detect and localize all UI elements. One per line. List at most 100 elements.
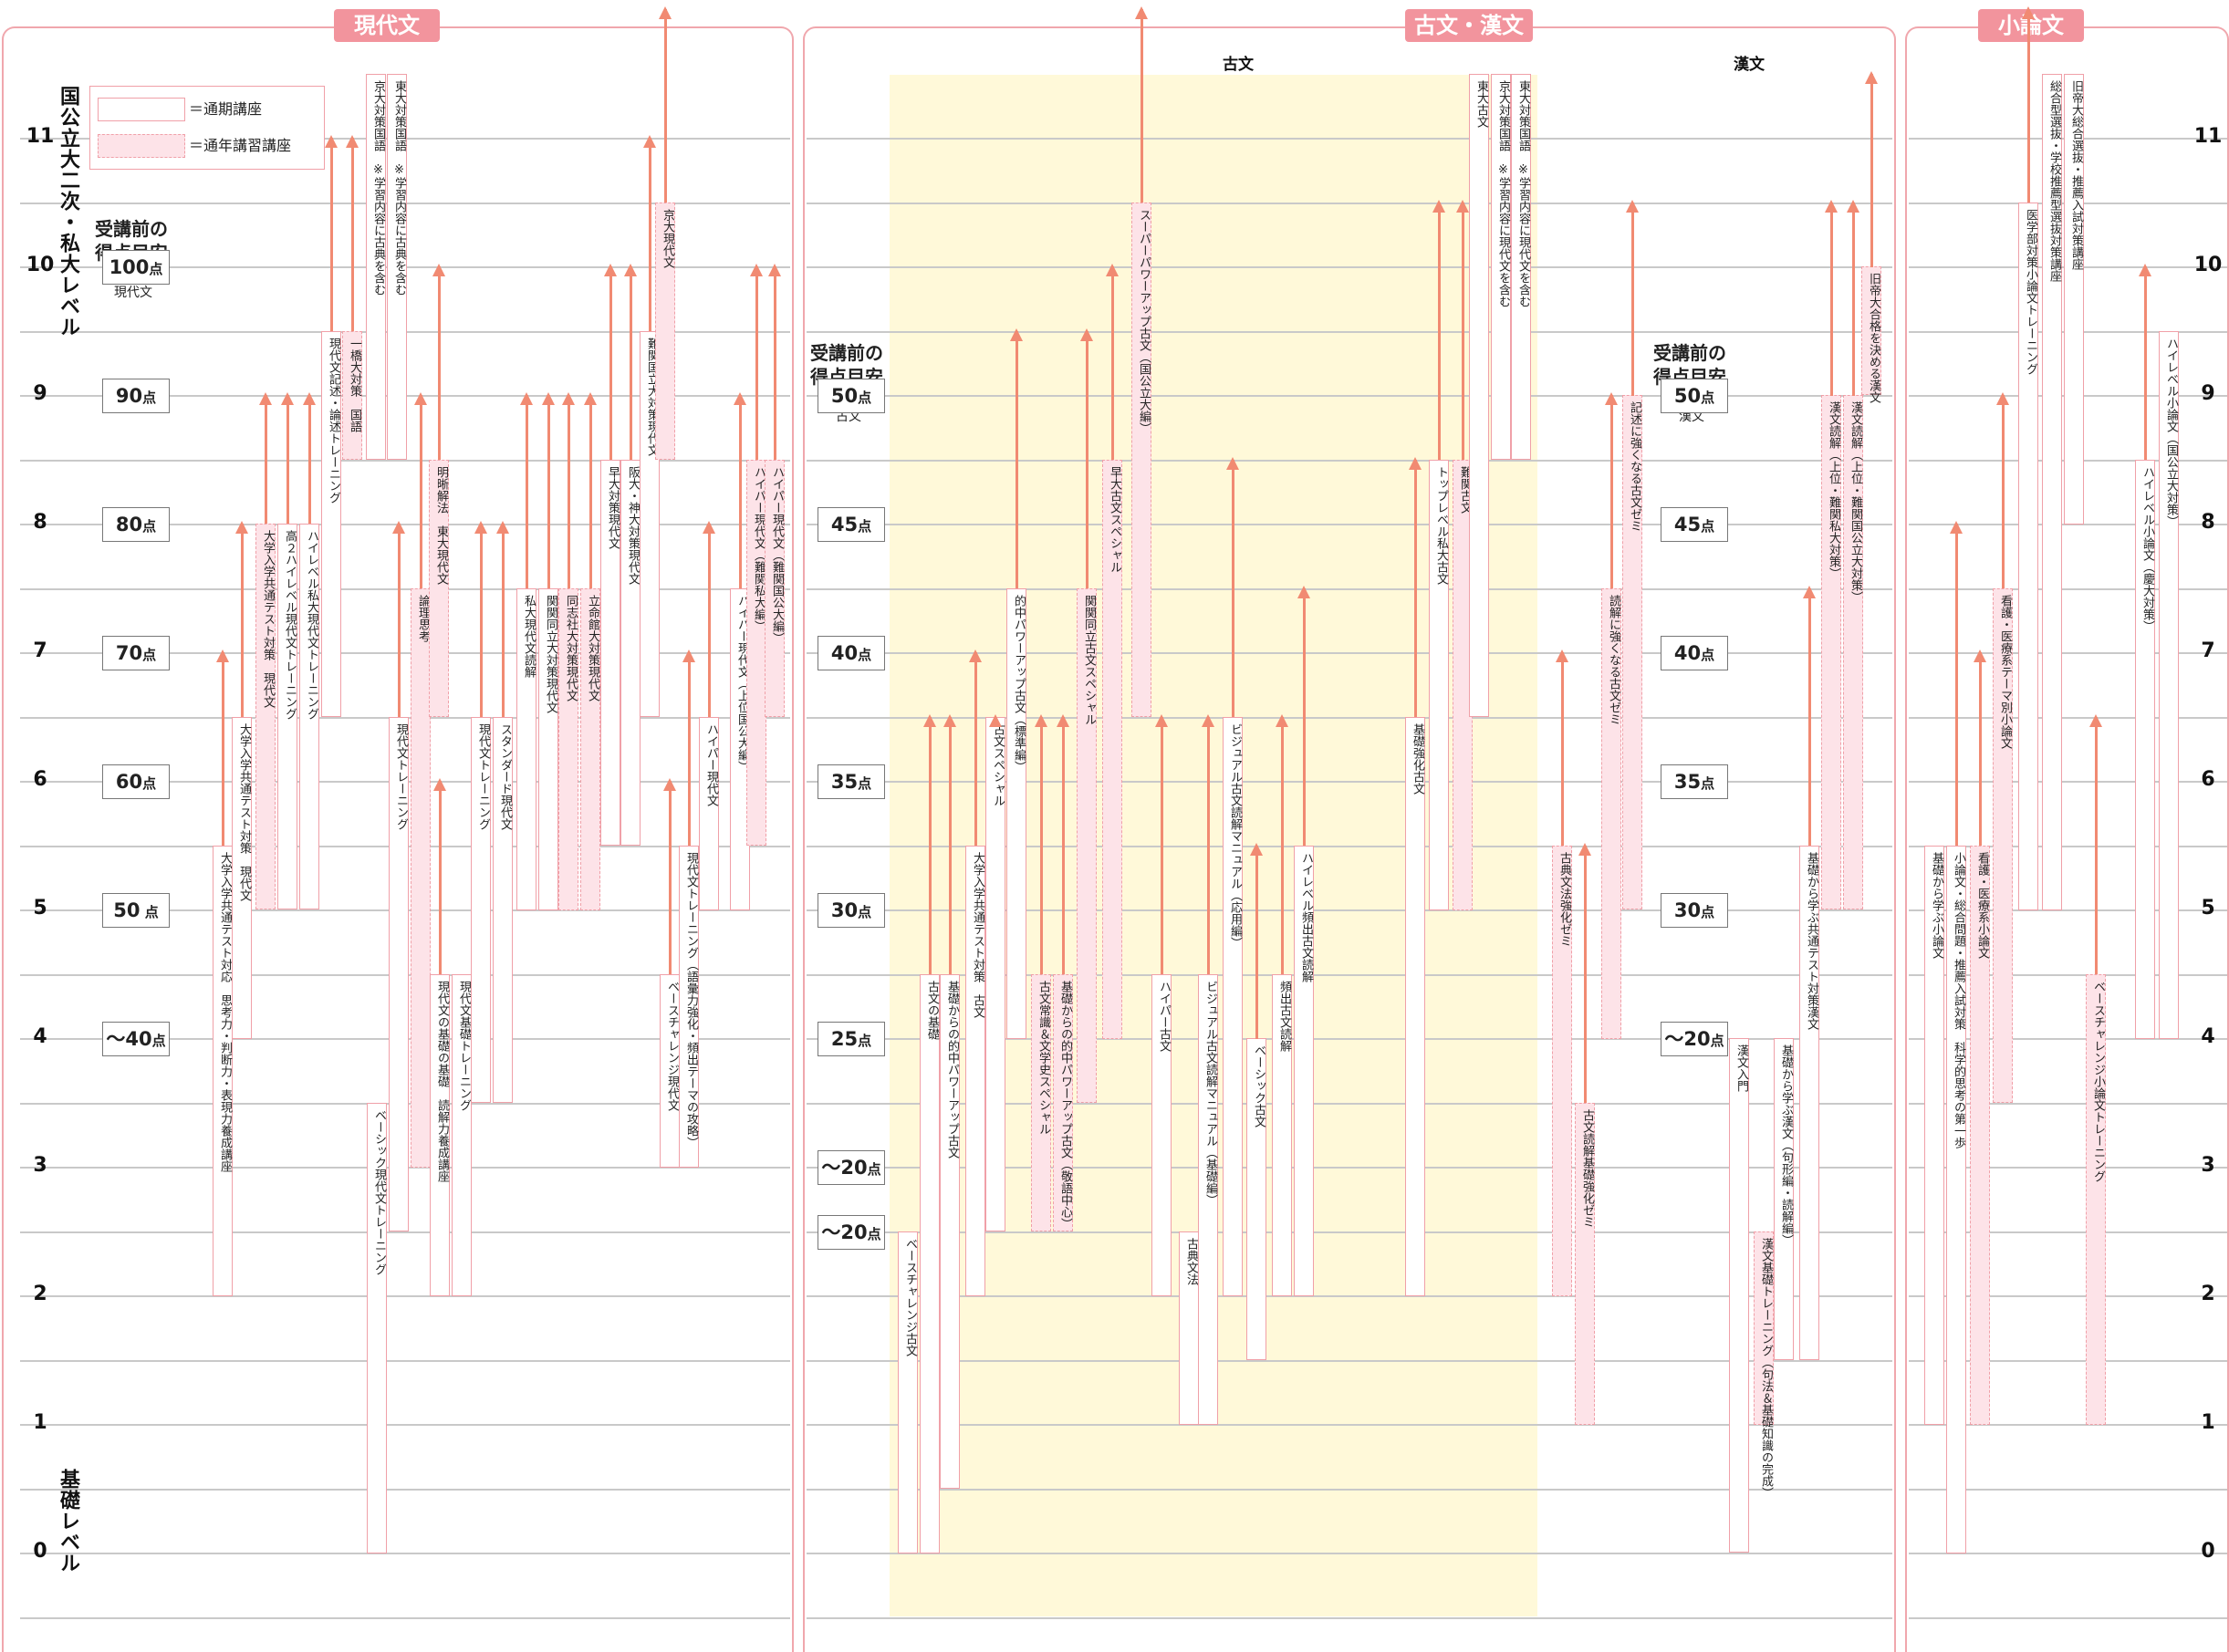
level-guide-line — [807, 781, 1892, 783]
course-block: 総合型選抜・学校推薦型選抜対策講座 — [2042, 74, 2062, 910]
course-label: 大学入学共通テスト対応 思考力・判断力・表現力養成講座 — [218, 852, 232, 1172]
course-label: 看護・医療系小論文 — [1975, 852, 1989, 959]
score-value: 30 — [1673, 899, 1702, 921]
course-block: 東大対策国語 ※学習内容に古典を含む — [387, 74, 407, 460]
level-guide-line — [20, 1489, 790, 1491]
course-block: 看護・医療系テーマ別小論文 — [1993, 588, 2013, 1103]
level-guide-line — [807, 1295, 1892, 1297]
level-up-arrow — [1996, 392, 2009, 588]
course-block: ベースチャレンジ現代文 — [660, 974, 680, 1168]
level-guide-line — [1909, 1617, 2229, 1619]
course-block: 京大現代文 — [655, 203, 675, 460]
course-label: 立命館大対策現代文 — [586, 595, 599, 701]
course-block: 現代文記述・論述トレーニング — [321, 331, 341, 717]
level-guide-line — [807, 1038, 1892, 1040]
score-unit: 点 — [151, 1033, 166, 1049]
score-box: 〜40点 — [102, 1022, 170, 1056]
score-unit: 点 — [858, 390, 872, 406]
level-guide-line — [807, 1167, 1892, 1169]
level-guide-line — [1909, 1103, 2229, 1105]
course-label: 旧帝大合格を決める漢文 — [1867, 273, 1880, 403]
course-block: ビジュアル古文読解マニュアル（基礎編） — [1198, 974, 1218, 1425]
score-unit: 点 — [140, 904, 159, 920]
course-block: 古文の基礎 — [920, 974, 940, 1553]
level-up-arrow — [1080, 328, 1093, 588]
level-number: 3 — [33, 1154, 47, 1177]
level-up-arrow — [624, 264, 637, 460]
score-unit: 点 — [858, 775, 872, 792]
score-unit: 点 — [1710, 1033, 1724, 1049]
level-up-arrow — [432, 264, 445, 460]
level-up-arrow — [1035, 714, 1047, 974]
level-guide-line — [807, 1424, 1892, 1426]
level-guide-line — [1909, 846, 2229, 847]
course-block: 基礎強化古文 — [1405, 717, 1425, 1296]
level-guide-line — [1909, 909, 2229, 911]
score-unit: 点 — [1701, 390, 1715, 406]
course-label: 東大対策国語 ※学習内容に現代文を含む — [1516, 80, 1530, 307]
course-label: ビジュアル古文読解マニュアル（基礎編） — [1203, 981, 1217, 1206]
course-label: 大学入学共通テスト対策 現代文 — [261, 530, 275, 708]
course-block: 難関古文 — [1453, 460, 1473, 910]
course-block: 関関同立大対策現代文 — [538, 588, 558, 910]
level-guide-line — [807, 1489, 1892, 1491]
course-block: 基礎から学ぶ共通テスト対策漢文 — [1799, 846, 1819, 1360]
level-guide-line — [1909, 1295, 2229, 1297]
level-guide-line — [807, 1231, 1892, 1233]
score-value: 50 — [1673, 385, 1702, 407]
level-guide-line — [1909, 1489, 2229, 1491]
level-number: 11 — [26, 125, 55, 148]
score-value: 40 — [1673, 642, 1702, 664]
score-box: 40点 — [818, 636, 885, 670]
score-unit: 点 — [858, 1033, 872, 1049]
course-block: 看護・医療系小論文 — [1970, 846, 1990, 1425]
score-unit: 点 — [149, 261, 163, 277]
course-label: ハイパー古文 — [1157, 981, 1171, 1052]
level-up-arrow — [1250, 843, 1263, 1039]
score-unit: 点 — [858, 647, 872, 663]
course-block: 阪大・神大対策現代文 — [620, 460, 641, 846]
course-block: 基礎から学ぶ漢文（句形編・読解編） — [1774, 1038, 1794, 1360]
level-up-arrow — [1409, 457, 1422, 717]
score-box: 50 点 — [102, 893, 170, 928]
score-value: 25 — [830, 1028, 859, 1050]
level-number: 1 — [33, 1411, 47, 1434]
level-guide-line — [20, 1231, 790, 1233]
course-label: 古文常識＆文学史スペシャル — [1036, 981, 1050, 1135]
score-value: 35 — [1673, 771, 1702, 793]
course-block: 医学部対策小論文トレーニング — [2018, 203, 2038, 910]
level-guide-line — [807, 846, 1892, 847]
course-label: 古文読解基礎強化ゼミ — [1580, 1109, 1594, 1228]
score-value: 〜20 — [821, 1221, 868, 1243]
level-up-arrow — [2139, 264, 2151, 460]
level-up-arrow — [474, 521, 487, 717]
score-box: 25点 — [818, 1022, 885, 1056]
course-label: ハイパー現代文（上位国公大編） — [735, 595, 749, 773]
course-label: 古典文法強化ゼミ — [1557, 852, 1571, 947]
score-box: 50点 — [1661, 379, 1728, 413]
course-label: 医学部対策小論文トレーニング — [2024, 209, 2037, 375]
level-up-arrow — [663, 778, 676, 974]
level-number: 10 — [2193, 254, 2223, 276]
course-block: 早大古文スペシャル — [1102, 460, 1122, 1039]
score-box: 〜20点 — [818, 1150, 885, 1185]
course-block: 一橋大対策 国語 — [342, 331, 362, 460]
level-up-arrow — [259, 392, 272, 524]
level-up-arrow — [496, 521, 509, 717]
level-guide-line — [1909, 974, 2229, 976]
course-block: 立命館大対策現代文 — [580, 588, 600, 910]
level-up-arrow — [1057, 714, 1069, 974]
course-block: 記述に強くなる古文ゼミ — [1622, 395, 1642, 909]
course-block: ハイレベル小論文（国公立大対策） — [2159, 331, 2179, 1039]
level-guide-line — [807, 717, 1892, 719]
course-block: 旧帝大総合選抜・推薦入試対策講座 — [2064, 74, 2084, 525]
course-label: 旧帝大総合選抜・推薦入試対策講座 — [2069, 80, 2083, 270]
course-block: 基礎から学ぶ小論文 — [1924, 846, 1944, 1425]
legend: ＝通期講座 ＝通年講習講座 — [89, 86, 325, 170]
level-number: 0 — [2201, 1540, 2215, 1563]
course-label: 京大対策国語 ※学習内容に現代文を含む — [1496, 80, 1510, 307]
course-block: 現代文トレーニング — [389, 717, 409, 1231]
level-number: 5 — [33, 897, 47, 920]
score-box: 80点 — [102, 507, 170, 542]
level-up-arrow — [346, 135, 359, 331]
